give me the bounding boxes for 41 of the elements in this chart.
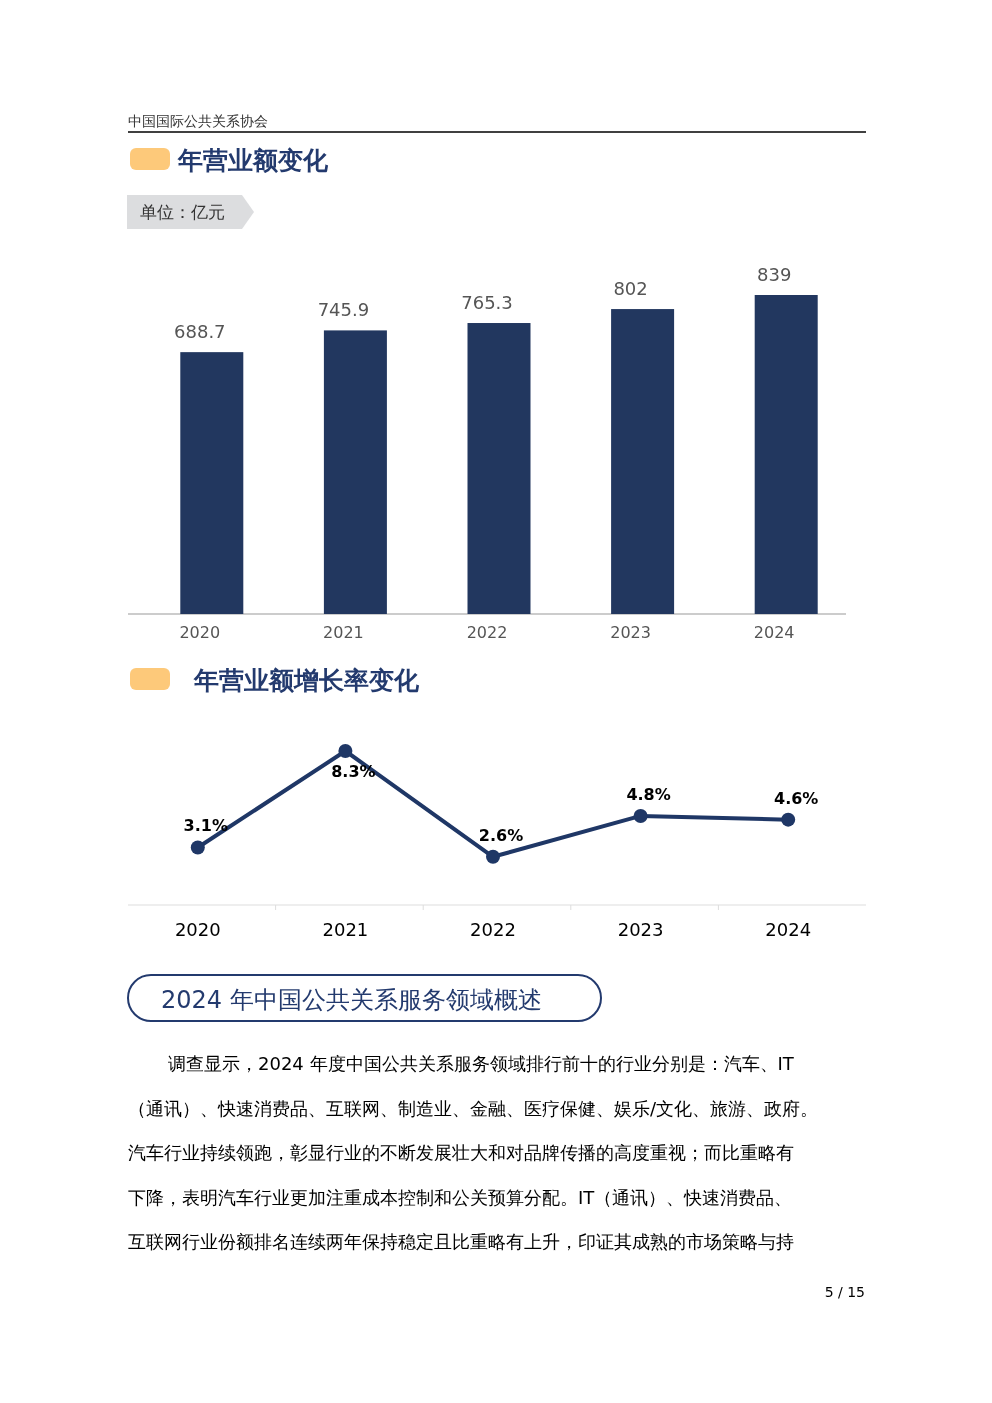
x-tick-label: 2022 bbox=[466, 623, 508, 642]
x-tick-label: 2022 bbox=[470, 919, 516, 940]
text: （通讯）、快速消费品、互联网、制造业、金融、医疗保健、娱乐/文化、旅游、政府。 bbox=[128, 1097, 819, 1119]
text: 5 / 15 bbox=[824, 1284, 865, 1300]
x-tick-label: 2020 bbox=[179, 623, 221, 642]
point bbox=[338, 744, 353, 758]
x-tick-label: 2023 bbox=[610, 623, 651, 642]
x-tick-label: 2023 bbox=[617, 919, 664, 940]
point bbox=[633, 808, 648, 823]
data-label: 765.3 bbox=[461, 292, 513, 314]
text: 互联网行业份额排名连续两年保持稳定且比重略有上升，印证其成熟的市场策略与持 bbox=[128, 1231, 794, 1252]
data-label: 688.7 bbox=[174, 321, 226, 343]
point bbox=[781, 812, 796, 827]
bar bbox=[754, 295, 818, 614]
data-label: 8.3% bbox=[331, 762, 376, 781]
data-label: 4.6% bbox=[774, 788, 819, 808]
text: 汽车行业持续领跑，彰显行业的不断发展壮大和对品牌传播的高度重视；而比重略有 bbox=[128, 1142, 794, 1163]
x-tick-label: 2024 bbox=[753, 623, 795, 642]
x-tick-label: 2020 bbox=[174, 919, 221, 940]
text: 中国国际公共关系协会 bbox=[128, 113, 268, 129]
text: 下降，表明汽车行业更加注重成本控制和公关预算分配。IT（通讯）、快速消费品、 bbox=[128, 1186, 793, 1208]
bar bbox=[180, 352, 244, 614]
data-label: 839 bbox=[757, 264, 792, 285]
chart-subtitle: 单位：亿元 bbox=[140, 202, 225, 222]
point bbox=[486, 849, 500, 864]
text: 调查显示，2024 年度中国公共关系服务领域排行前十的行业分别是：汽车、IT bbox=[168, 1053, 795, 1074]
data-label: 2.6% bbox=[478, 825, 524, 845]
point bbox=[190, 840, 205, 855]
data-label: 745.9 bbox=[317, 299, 370, 321]
data-label: 802 bbox=[613, 278, 648, 300]
bar bbox=[467, 323, 531, 614]
x-tick-label: 2021 bbox=[322, 919, 369, 940]
chart-title: 年营业额增长率变化 bbox=[193, 666, 420, 695]
data-label: 3.1% bbox=[183, 816, 228, 836]
x-tick-label: 2024 bbox=[765, 919, 812, 940]
text: 2024 年中国公共关系服务领域概述 bbox=[161, 986, 542, 1014]
data-label: 4.8% bbox=[626, 784, 671, 804]
x-tick-label: 2021 bbox=[323, 623, 364, 642]
bar bbox=[323, 330, 387, 614]
bar bbox=[611, 309, 675, 614]
chart-title: 年营业额变化 bbox=[177, 146, 329, 175]
